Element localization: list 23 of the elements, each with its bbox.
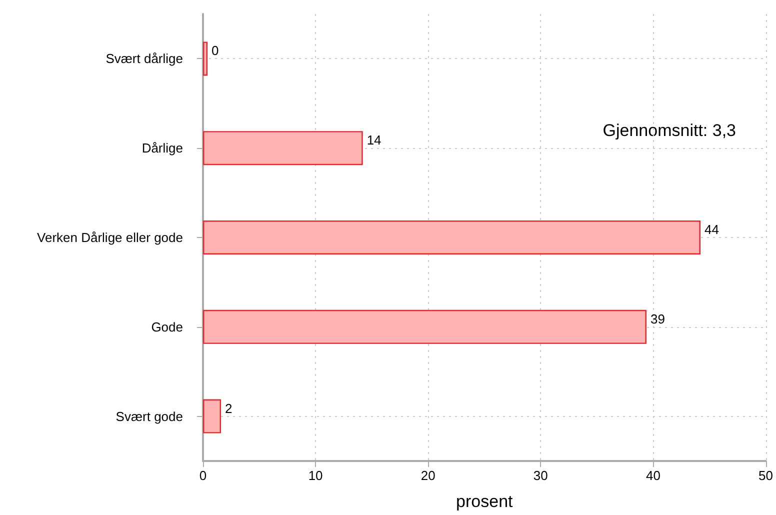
y-tick-label: Svært dårlige xyxy=(106,51,183,66)
bar xyxy=(203,42,208,76)
data-label: 39 xyxy=(650,311,665,326)
y-tick-label: Gode xyxy=(151,319,183,334)
bar xyxy=(203,399,222,434)
y-tick-label: Verken Dårlige eller gode xyxy=(37,230,183,245)
x-tick-label: 40 xyxy=(646,468,660,483)
y-tick-label: Svært gode xyxy=(116,408,183,424)
x-tick-label: 0 xyxy=(199,468,207,483)
x-tick-label: 30 xyxy=(533,468,548,483)
x-tick-label: 50 xyxy=(758,468,774,483)
data-label: 0 xyxy=(212,43,219,58)
data-label: 44 xyxy=(704,222,719,237)
bar xyxy=(203,310,646,344)
data-label: 14 xyxy=(366,132,382,148)
x-tick-label: 20 xyxy=(420,468,436,483)
y-tick-label: Dårlige xyxy=(142,140,183,156)
annotation: Gjennomsnitt: 3,3 xyxy=(602,121,736,140)
data-label: 2 xyxy=(225,400,232,416)
bar xyxy=(203,220,700,254)
x-tick-label: 10 xyxy=(308,468,323,483)
bar xyxy=(203,131,363,166)
x-axis-title: prosent xyxy=(456,492,514,511)
